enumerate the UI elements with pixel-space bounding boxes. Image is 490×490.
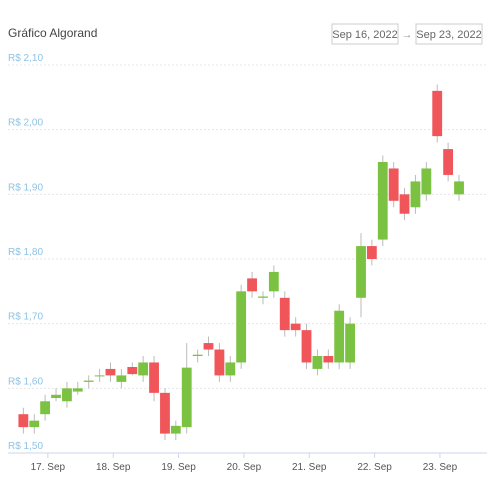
candle-body bbox=[105, 368, 116, 376]
candle-body bbox=[247, 278, 257, 292]
x-tick-label: 20. Sep bbox=[227, 462, 262, 473]
candle-body bbox=[334, 310, 345, 363]
date-from[interactable]: Sep 16, 2022 bbox=[332, 29, 397, 41]
candle-body bbox=[356, 246, 366, 298]
candle-body bbox=[160, 392, 170, 434]
candle-body bbox=[410, 181, 421, 208]
candle-body bbox=[18, 414, 29, 428]
candle-body bbox=[203, 343, 214, 350]
candle-body bbox=[214, 349, 225, 376]
candle-body bbox=[149, 362, 159, 393]
candle-body bbox=[388, 168, 399, 201]
y-tick-label: R$ 2,00 bbox=[8, 118, 43, 129]
date-separator: → bbox=[402, 29, 413, 41]
y-tick-label: R$ 1,50 bbox=[8, 441, 43, 452]
candle-body bbox=[138, 362, 149, 376]
candle-body bbox=[421, 168, 432, 195]
candle-body bbox=[366, 246, 377, 259]
candle-body bbox=[399, 194, 410, 214]
candle-body bbox=[443, 149, 454, 175]
candle-body bbox=[258, 296, 268, 298]
candle-body bbox=[127, 366, 138, 375]
candle-body bbox=[94, 375, 105, 377]
candle-body bbox=[301, 330, 312, 363]
candle-body bbox=[72, 388, 83, 392]
candle-body bbox=[268, 271, 279, 292]
candle-body bbox=[345, 323, 356, 363]
candle-body bbox=[29, 420, 40, 428]
x-tick-label: 19. Sep bbox=[161, 462, 196, 473]
candle-body bbox=[290, 323, 301, 331]
date-from-box[interactable] bbox=[331, 23, 399, 45]
date-to-box[interactable] bbox=[415, 23, 483, 45]
candle-body bbox=[312, 356, 323, 369]
candle-body bbox=[377, 162, 388, 240]
x-tick-label: 17. Sep bbox=[31, 462, 66, 473]
chart-title: Gráfico Algorand bbox=[8, 26, 97, 40]
candle-body bbox=[454, 181, 464, 195]
x-tick-label: 23. Sep bbox=[423, 462, 458, 473]
x-tick-label: 21. Sep bbox=[292, 462, 327, 473]
y-tick-label: R$ 1,90 bbox=[8, 182, 43, 193]
date-to[interactable]: Sep 23, 2022 bbox=[416, 29, 481, 41]
candle-body bbox=[279, 297, 290, 331]
candle-body bbox=[192, 354, 203, 356]
candle-body bbox=[40, 401, 51, 415]
candle-body bbox=[181, 367, 192, 428]
candle-body bbox=[62, 388, 72, 402]
candle-body bbox=[236, 291, 247, 363]
x-tick-label: 18. Sep bbox=[96, 462, 131, 473]
candle-body bbox=[51, 394, 61, 399]
candle-body bbox=[83, 380, 94, 382]
candle-body bbox=[432, 90, 443, 137]
candle-body bbox=[116, 375, 127, 382]
y-tick-label: R$ 1,70 bbox=[8, 312, 43, 323]
y-tick-label: R$ 2,10 bbox=[8, 53, 43, 64]
candle-body bbox=[170, 425, 181, 434]
candle-body bbox=[225, 362, 236, 376]
y-tick-label: R$ 1,80 bbox=[8, 247, 43, 258]
x-tick-label: 22. Sep bbox=[357, 462, 392, 473]
candle-body bbox=[323, 356, 334, 363]
y-tick-label: R$ 1,60 bbox=[8, 376, 43, 387]
